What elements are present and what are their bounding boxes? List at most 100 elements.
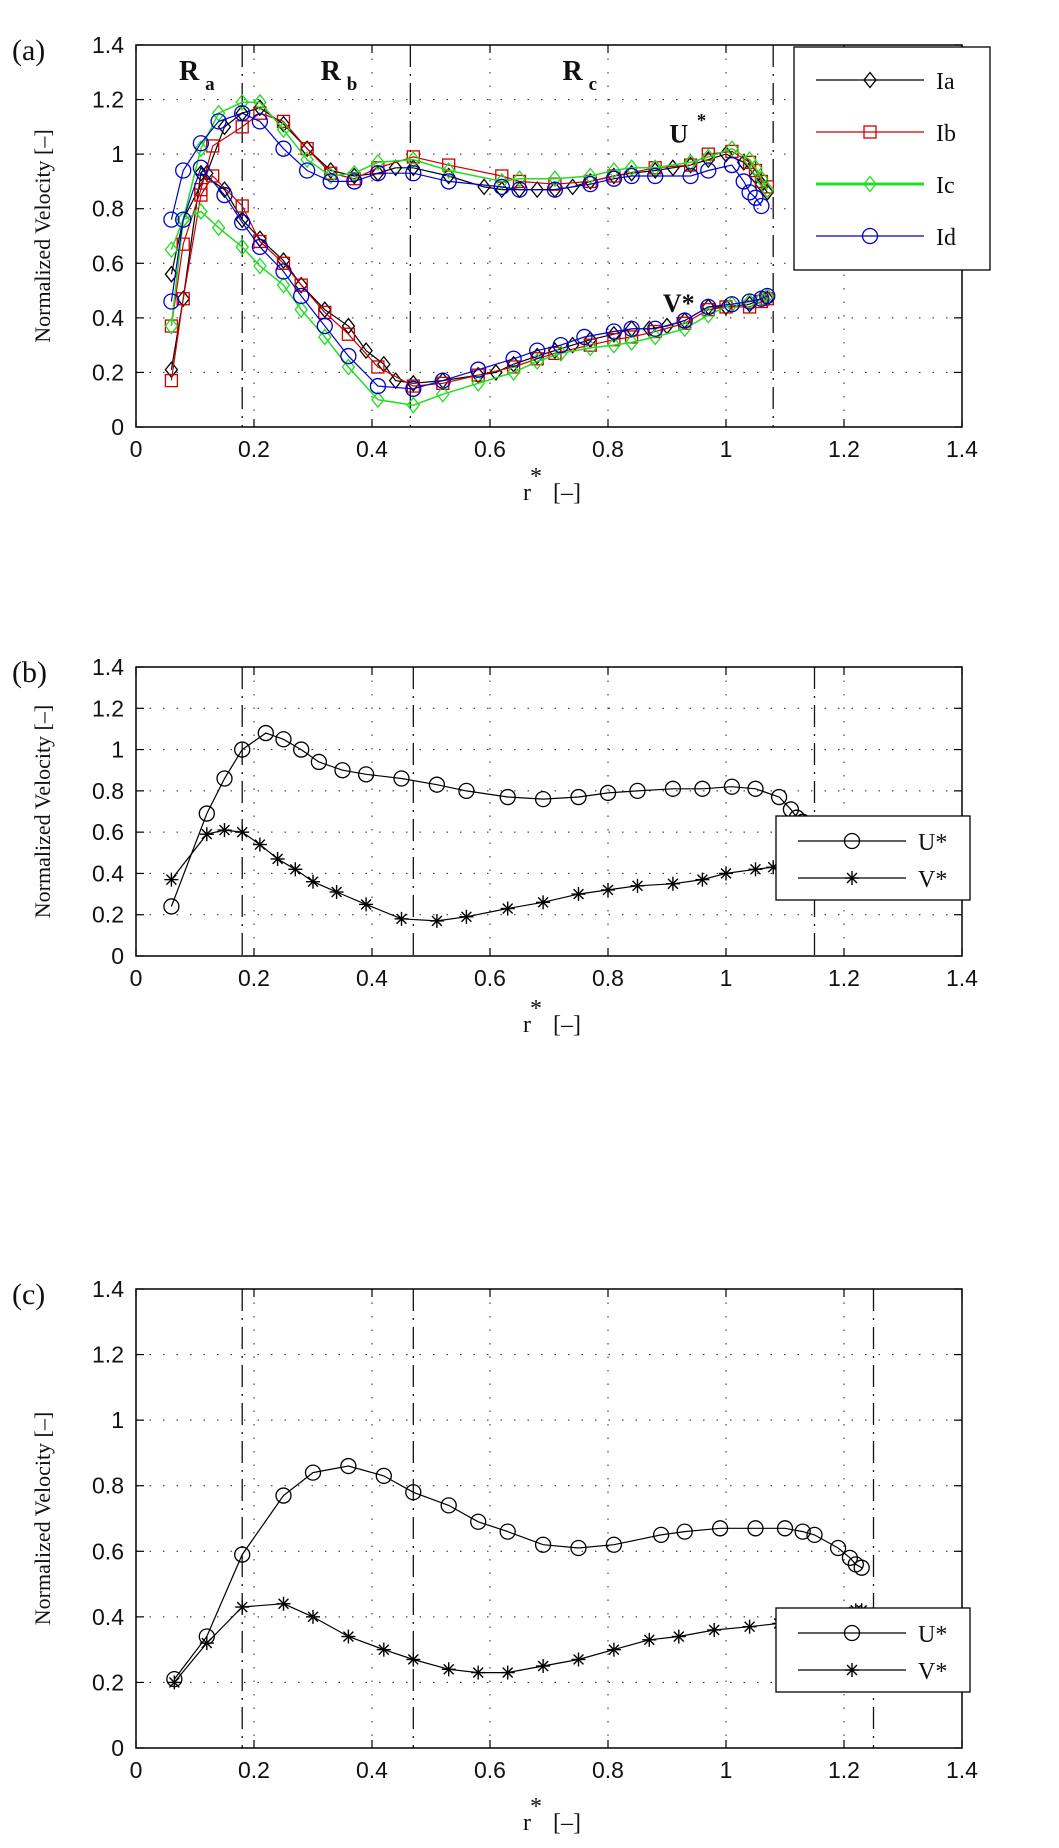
marker-circle xyxy=(623,320,640,337)
marker-star xyxy=(748,862,763,877)
marker-diamond xyxy=(863,71,877,89)
marker-square xyxy=(276,256,291,270)
legend-item: Ia xyxy=(816,69,955,95)
marker-circle xyxy=(723,296,741,313)
legend-item: Id xyxy=(816,225,956,251)
marker-diamond xyxy=(276,121,291,139)
marker-circle xyxy=(776,1520,794,1537)
marker-star xyxy=(199,827,214,842)
legend-label: V* xyxy=(918,1659,947,1685)
x-tick-label: 0.6 xyxy=(474,965,506,991)
marker-diamond xyxy=(441,161,456,180)
marker-square xyxy=(863,125,877,139)
marker-circle xyxy=(647,167,664,185)
y-tick-label: 1.2 xyxy=(92,1342,124,1368)
marker-diamond xyxy=(607,336,621,354)
series-line xyxy=(170,166,768,390)
marker-star xyxy=(276,1596,291,1611)
marker-circle xyxy=(293,287,310,305)
marker-diamond xyxy=(583,167,598,185)
series-id xyxy=(163,105,776,397)
marker-circle xyxy=(340,347,357,365)
marker-star xyxy=(642,1632,657,1647)
marker-star xyxy=(288,862,303,877)
marker-circle xyxy=(369,377,387,395)
y-axis-label: Normalized Velocity [–] xyxy=(30,705,55,918)
marker-circle xyxy=(499,1523,516,1540)
axes-frame xyxy=(135,666,963,957)
x-tick-label: 1 xyxy=(720,1757,733,1783)
marker-circle xyxy=(251,113,269,130)
x-tick-label: 0.8 xyxy=(592,965,624,991)
marker-diamond xyxy=(506,363,521,381)
legend-label: U* xyxy=(918,1622,947,1648)
marker-diamond xyxy=(760,183,775,201)
legend-label: Id xyxy=(936,225,956,251)
legend: U* V* xyxy=(775,1607,971,1693)
marker-circle xyxy=(552,336,569,354)
marker-star xyxy=(742,1619,757,1634)
marker-circle xyxy=(340,1457,357,1475)
marker-circle xyxy=(257,724,274,742)
marker-diamond xyxy=(683,153,698,171)
marker-circle xyxy=(570,788,587,806)
marker-circle xyxy=(843,1624,861,1642)
marker-star xyxy=(500,901,515,916)
marker-circle xyxy=(759,287,776,305)
marker-square xyxy=(406,379,420,393)
marker-circle xyxy=(405,1484,422,1501)
marker-circle xyxy=(570,1539,587,1557)
y-axis-label: Normalized Velocity [–] xyxy=(30,129,55,342)
marker-circle xyxy=(694,780,711,797)
x-axis-label-unit: [–] xyxy=(553,1810,581,1836)
legend-item: Ic xyxy=(816,173,955,199)
x-tick-label: 0.6 xyxy=(474,1757,506,1783)
marker-circle xyxy=(275,731,292,748)
marker-diamond xyxy=(863,175,877,193)
x-tick-label: 1 xyxy=(720,965,733,991)
x-tick-label: 0.2 xyxy=(238,436,270,462)
marker-circle xyxy=(163,293,180,310)
marker-star xyxy=(500,1665,515,1680)
marker-circle xyxy=(470,1513,487,1530)
marker-star xyxy=(235,825,250,840)
marker-diamond xyxy=(347,164,362,182)
y-tick-label: 1 xyxy=(111,737,124,763)
legend-label: Ib xyxy=(936,121,956,147)
marker-circle xyxy=(682,167,699,185)
x-tick-label: 0.2 xyxy=(238,965,270,991)
marker-circle xyxy=(741,293,758,310)
marker-square xyxy=(324,166,338,180)
marker-circle xyxy=(192,135,210,152)
marker-square xyxy=(300,142,314,156)
marker-diamond xyxy=(164,317,179,335)
marker-star xyxy=(429,913,444,928)
x-tick-label: 0.4 xyxy=(356,1757,388,1783)
marker-circle xyxy=(334,762,351,779)
marker-diamond xyxy=(164,241,179,259)
marker-square xyxy=(235,199,249,213)
marker-star xyxy=(601,882,615,897)
x-tick-label: 0.4 xyxy=(356,436,388,462)
x-axis-label: r xyxy=(523,1012,531,1038)
legend: U* V* xyxy=(775,815,971,901)
marker-star xyxy=(719,866,733,881)
marker-circle xyxy=(623,167,640,185)
annotation-label: U xyxy=(669,120,688,149)
legend-item: U* xyxy=(798,1622,947,1648)
marker-circle xyxy=(458,782,475,800)
marker-circle xyxy=(428,776,446,793)
x-axis-label-superscript: * xyxy=(530,996,542,1022)
marker-diamond xyxy=(359,342,373,360)
y-tick-label: 1.2 xyxy=(92,695,124,721)
marker-circle xyxy=(747,1520,764,1537)
marker-diamond xyxy=(317,328,332,346)
marker-circle xyxy=(629,782,646,800)
marker-circle xyxy=(806,1526,823,1544)
marker-diamond xyxy=(323,161,338,180)
marker-star xyxy=(270,851,285,866)
panel-label: (a) xyxy=(12,34,45,67)
y-axis-label: Normalized Velocity [–] xyxy=(30,1412,55,1625)
legend-box xyxy=(775,1607,971,1693)
marker-diamond xyxy=(300,140,314,158)
